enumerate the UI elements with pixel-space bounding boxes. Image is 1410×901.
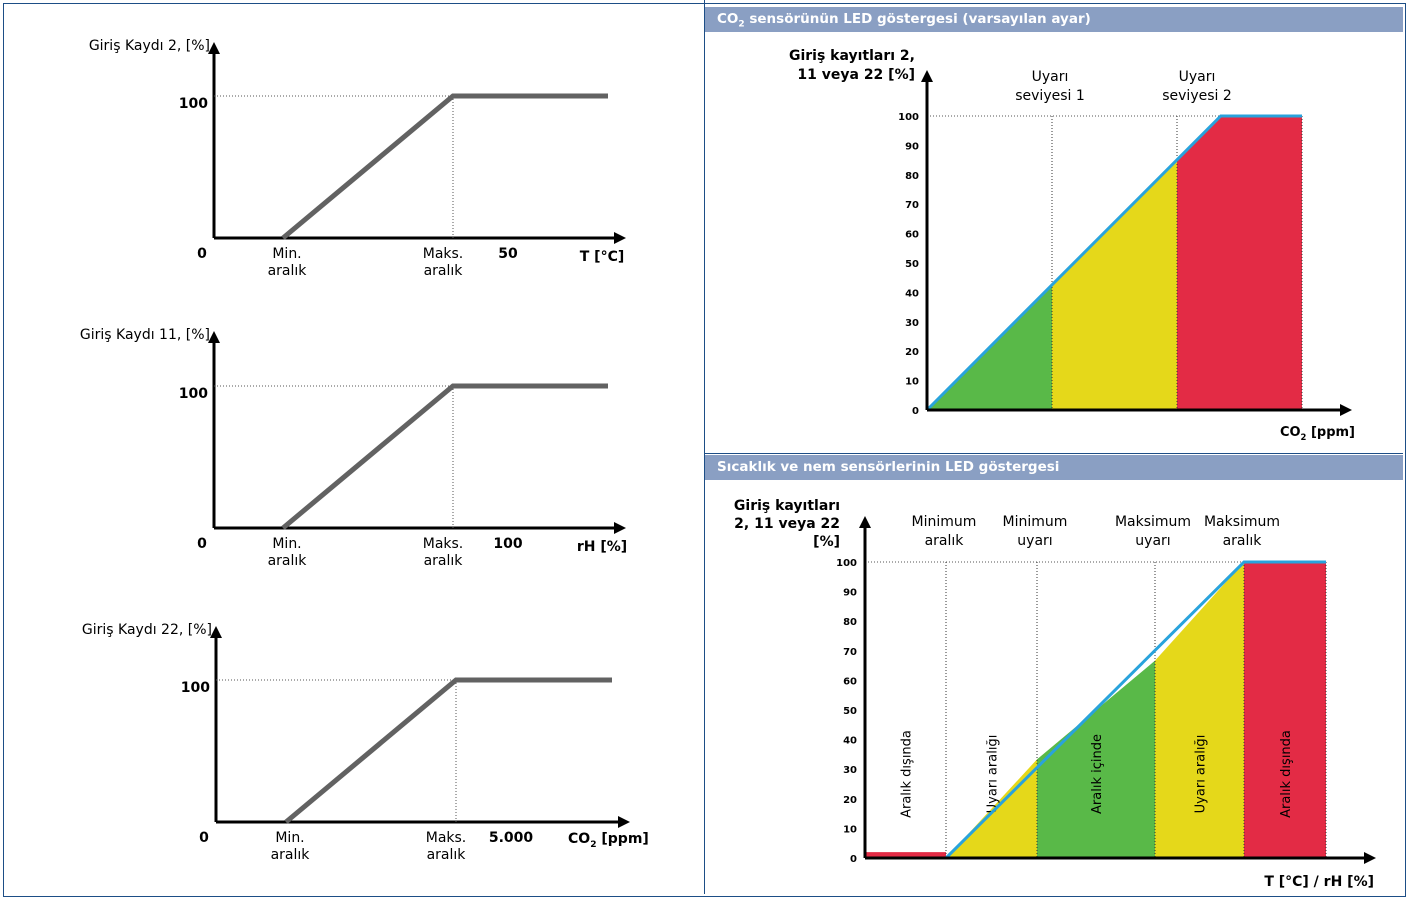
- left-chart-3-xtick-1: Min. aralık: [271, 830, 311, 863]
- th-chart-ytick-0: 0: [850, 854, 857, 865]
- left-chart-1-x-arrow: [614, 232, 626, 244]
- th-chart-band-label-4: Aralık dışında: [1279, 730, 1294, 818]
- co2-chart-y-arrow: [921, 70, 933, 82]
- left-chart-2-xtick-3: 100: [493, 536, 522, 552]
- co2-chart-ytick-70: 70: [905, 200, 919, 211]
- th-chart-band-1: [946, 759, 1037, 858]
- th-chart-ytick-60: 60: [843, 676, 857, 687]
- co2-chart-xlabel: CO2 [ppm]: [1280, 425, 1355, 442]
- th-chart-ytick-50: 50: [843, 706, 857, 717]
- co2-chart-ytick-100: 100: [898, 112, 919, 123]
- co2-chart-band-1: [1052, 159, 1177, 410]
- th-chart-band-label-2: Aralık içinde: [1090, 734, 1105, 814]
- horizontal-divider: [704, 453, 1403, 454]
- th-chart-marker-label-3: Maksimum aralık: [1204, 514, 1280, 549]
- co2-chart-ytick-20: 20: [905, 347, 919, 358]
- co2-chart-ytick-30: 30: [905, 318, 919, 329]
- left-chart-2-ylabel: Giriş Kaydı 11, [%]: [80, 327, 210, 343]
- th-chart-band-label-3: Uyarı aralığı: [1194, 735, 1209, 814]
- co2-chart-ylabel: Giriş kayıtları 2, 11 veya 22 [%]: [789, 48, 915, 83]
- left-chart-1-ytick-100: 100: [179, 96, 208, 112]
- th-chart-ytick-100: 100: [836, 558, 857, 569]
- temp-humidity-panel-title: Sıcaklık ve nem sensörlerinin LED göster…: [705, 455, 1403, 480]
- left-chart-1-y-arrow: [208, 42, 220, 54]
- th-chart-band-4: [1244, 562, 1326, 858]
- vertical-divider: [704, 0, 705, 894]
- left-chart-3-y-arrow: [210, 626, 222, 638]
- left-chart-1-series-line: [281, 93, 608, 240]
- left-chart-2-xlabel: rH [%]: [577, 539, 627, 555]
- th-chart-band-label-1: Uyarı aralığı: [986, 735, 1001, 814]
- th-chart-ytick-40: 40: [843, 736, 857, 747]
- left-chart-2-xtick-2: Maks. aralık: [423, 536, 464, 569]
- co2-chart-ytick-80: 80: [905, 171, 919, 182]
- left-chart-1-xtick-3: 50: [498, 246, 518, 262]
- th-chart-ytick-80: 80: [843, 617, 857, 628]
- co2-chart-series-line: [925, 114, 1302, 412]
- co2-chart-band-2: [1177, 116, 1302, 410]
- co2-chart-ytick-90: 90: [905, 141, 919, 152]
- th-chart-ytick-20: 20: [843, 795, 857, 806]
- left-chart-1-ylabel: Giriş Kaydı 2, [%]: [89, 38, 210, 54]
- co2-chart-ytick-60: 60: [905, 230, 919, 241]
- th-chart-band-label-0: Aralık dışında: [900, 730, 915, 818]
- left-chart-2-ytick-100: 100: [179, 386, 208, 402]
- left-chart-2-y-arrow: [208, 331, 220, 343]
- left-chart-1-xtick-0: 0: [197, 246, 207, 262]
- th-chart-band-2: [1037, 660, 1155, 858]
- left-chart-3-xlabel: CO2 [ppm]: [568, 831, 649, 850]
- left-chart-1-xtick-1: Min. aralık: [268, 246, 308, 279]
- th-chart-ytick-90: 90: [843, 588, 857, 599]
- th-chart-xlabel: T [°C] / rH [%]: [1264, 874, 1374, 890]
- left-chart-3-xtick-3: 5.000: [489, 830, 534, 846]
- co2-chart-ytick-40: 40: [905, 288, 919, 299]
- left-chart-3-series-line: [284, 677, 612, 824]
- left-chart-3-xtick-2: Maks. aralık: [426, 830, 467, 863]
- th-chart-marker-label-1: Minimum uyarı: [1003, 514, 1068, 549]
- th-chart-marker-label-0: Minimum aralık: [912, 514, 977, 549]
- left-chart-3-x-arrow: [618, 816, 630, 828]
- left-chart-2-xtick-0: 0: [197, 536, 207, 552]
- th-chart-ytick-70: 70: [843, 647, 857, 658]
- th-chart-ylabel: Giriş kayıtları 2, 11 veya 22 [%]: [734, 498, 840, 550]
- th-chart-ytick-10: 10: [843, 824, 857, 835]
- left-chart-3-ylabel: Giriş Kaydı 22, [%]: [82, 622, 212, 638]
- left-chart-2-series-line: [281, 383, 608, 530]
- left-chart-2-x-arrow: [614, 522, 626, 534]
- left-chart-2-xtick-1: Min. aralık: [268, 536, 308, 569]
- co2-chart-ytick-50: 50: [905, 259, 919, 270]
- left-chart-3-ytick-100: 100: [181, 680, 210, 696]
- left-chart-3-xtick-0: 0: [199, 830, 209, 846]
- th-chart-y-arrow: [859, 516, 871, 528]
- left-chart-1-xtick-2: Maks. aralık: [423, 246, 464, 279]
- co2-chart-marker-label-1: Uyarı seviyesi 2: [1162, 69, 1232, 104]
- co2-chart-x-arrow: [1340, 404, 1352, 416]
- co2-panel-title: CO2 sensörünün LED göstergesi (varsayıla…: [705, 7, 1403, 32]
- th-chart-ytick-30: 30: [843, 765, 857, 776]
- left-chart-1-xlabel: T [°C]: [580, 249, 625, 265]
- co2-chart-ytick-10: 10: [905, 377, 919, 388]
- co2-chart-ytick-0: 0: [912, 406, 919, 417]
- th-chart-marker-label-2: Maksimum uyarı: [1115, 514, 1191, 549]
- co2-chart-marker-label-0: Uyarı seviyesi 1: [1015, 69, 1085, 104]
- th-chart-band-3: [1155, 562, 1244, 858]
- th-chart-x-arrow: [1364, 852, 1376, 864]
